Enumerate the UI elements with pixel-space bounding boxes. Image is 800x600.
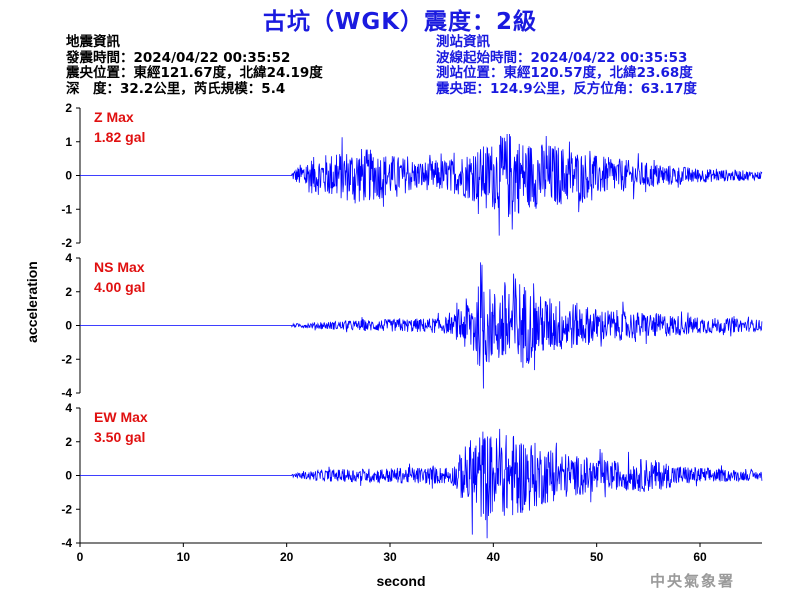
- x-tick-label: 40: [487, 550, 501, 564]
- y-tick-label-ew: -4: [61, 536, 72, 550]
- y-tick-label-z: 1: [65, 135, 72, 149]
- chart-title: 古坑（WGK）震度：2級: [262, 9, 538, 35]
- max-label-ns: NS Max: [94, 259, 145, 275]
- x-axis-label: second: [376, 573, 425, 589]
- y-tick-label-ew: 2: [65, 435, 72, 449]
- origin-time: 發震時間：2024/04/22 00:35:52: [66, 49, 291, 66]
- y-tick-label-z: 2: [65, 101, 72, 115]
- y-tick-label-z: 0: [65, 169, 72, 183]
- y-tick-label-z: -2: [61, 236, 72, 250]
- x-tick-label: 30: [383, 550, 397, 564]
- x-tick-label: 20: [280, 550, 294, 564]
- earthquake-info-heading: 地震資訊: [66, 34, 120, 50]
- station-info-heading: 測站資訊: [436, 34, 490, 50]
- max-label-z: Z Max: [94, 109, 134, 125]
- distance-azimuth: 震央距：124.9公里，反方位角：63.17度: [436, 80, 697, 97]
- x-tick-label: 60: [693, 550, 707, 564]
- max-value-ns: 4.00 gal: [94, 279, 145, 295]
- y-axis-label: acceleration: [24, 261, 40, 343]
- y-tick-label-ns: 2: [65, 285, 72, 299]
- max-label-ew: EW Max: [94, 409, 148, 425]
- depth-magnitude: 深 度：32.2公里，芮氏規模：5.4: [66, 80, 286, 97]
- y-tick-label-ew: 4: [65, 401, 72, 415]
- x-tick-label: 10: [177, 550, 191, 564]
- x-tick-label: 0: [77, 550, 84, 564]
- waveform-z: [80, 133, 763, 236]
- max-value-ew: 3.50 gal: [94, 429, 145, 445]
- y-tick-label-z: -1: [61, 202, 72, 216]
- y-tick-label-ns: 0: [65, 319, 72, 333]
- wave-start-time: 波線起始時間：2024/04/22 00:35:53: [436, 49, 688, 66]
- y-tick-label-ew: -2: [61, 502, 72, 516]
- station-info-block: 測站資訊 波線起始時間：2024/04/22 00:35:53 測站位置：東經1…: [436, 34, 697, 97]
- x-tick-label: 50: [590, 550, 604, 564]
- y-tick-label-ns: -4: [61, 386, 72, 400]
- max-value-z: 1.82 gal: [94, 129, 145, 145]
- epicenter-location: 震央位置：東經121.67度，北緯24.19度: [66, 65, 323, 81]
- y-tick-label-ew: 0: [65, 469, 72, 483]
- y-tick-label-ns: 4: [65, 251, 72, 265]
- agency-logo-text: 中央氣象署: [650, 572, 736, 590]
- earthquake-info-block: 地震資訊 發震時間：2024/04/22 00:35:52 震央位置：東經121…: [66, 34, 323, 97]
- waveform-ew: [80, 428, 763, 539]
- y-tick-label-ns: -2: [61, 352, 72, 366]
- station-location: 測站位置：東經120.57度，北緯23.68度: [436, 65, 693, 81]
- waveform-ns: [80, 262, 763, 389]
